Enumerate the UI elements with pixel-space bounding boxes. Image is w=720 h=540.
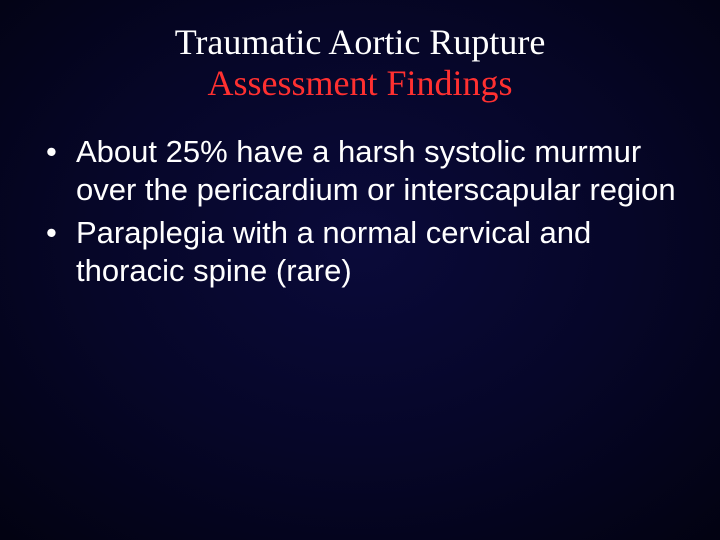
slide-title: Traumatic Aortic Rupture Assessment Find… [0, 22, 720, 105]
title-line-2: Assessment Findings [207, 63, 512, 103]
list-item: Paraplegia with a normal cervical and th… [38, 214, 682, 290]
bullet-list: About 25% have a harsh systolic murmur o… [0, 133, 720, 290]
slide: Traumatic Aortic Rupture Assessment Find… [0, 0, 720, 540]
bullet-text: Paraplegia with a normal cervical and th… [76, 215, 591, 288]
bullet-text: About 25% have a harsh systolic murmur o… [76, 134, 676, 207]
list-item: About 25% have a harsh systolic murmur o… [38, 133, 682, 209]
title-line-1: Traumatic Aortic Rupture [175, 22, 546, 62]
